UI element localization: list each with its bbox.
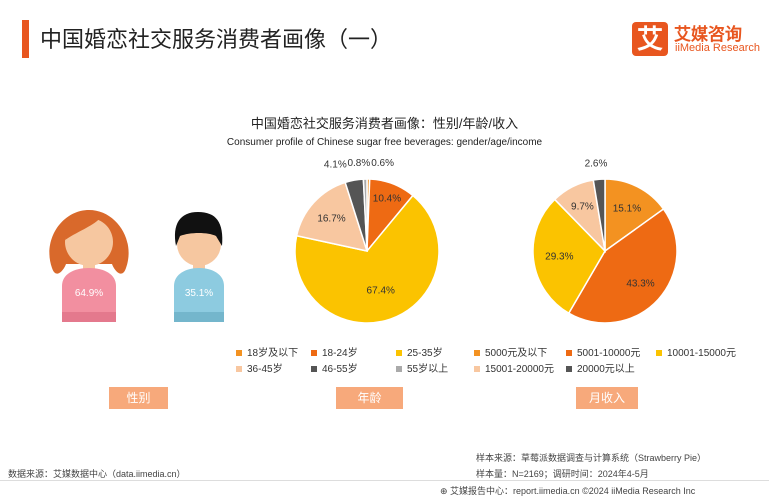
- footer-copyright: 艾媒报告中心：report.iimedia.cn ©2024 iiMedia R…: [450, 486, 696, 496]
- pie-slice: [362, 178, 368, 252]
- legend-item: 18岁及以下: [236, 344, 298, 359]
- legend-swatch: [396, 366, 402, 373]
- legend-item: 25-35岁: [396, 344, 443, 359]
- pie-slice-label: 0.6%: [371, 158, 394, 169]
- legend-label: 36-45岁: [247, 364, 283, 375]
- legend-swatch: [474, 350, 480, 357]
- pie-slice: [592, 178, 606, 252]
- legend-swatch: [474, 366, 480, 373]
- pie-slice: [604, 178, 665, 253]
- pie-slice: [532, 198, 606, 315]
- pie-slice-label: 4.1%: [324, 159, 347, 170]
- pie-slice-label: 9.7%: [571, 201, 594, 212]
- data-source: 数据来源：艾媒数据中心（data.iimedia.cn）: [8, 469, 186, 479]
- pie-slice-label: 43.3%: [626, 278, 654, 289]
- age-tag: 年龄: [336, 387, 403, 409]
- legend-item: 55岁以上: [396, 360, 448, 375]
- legend-item: 10001-15000元: [656, 344, 736, 359]
- legend-swatch: [311, 350, 317, 357]
- legend-swatch: [236, 366, 242, 373]
- pie-slice: [295, 181, 369, 253]
- legend-swatch: [656, 350, 662, 357]
- female-figure-icon: [49, 210, 129, 322]
- pie-slice: [567, 207, 678, 324]
- brand-name-en: iiMedia Research: [675, 42, 760, 54]
- legend-swatch: [311, 366, 317, 373]
- legend-item: 46-55岁: [311, 360, 358, 375]
- pie-slice-label: 2.6%: [585, 158, 608, 169]
- pie-slice-label: 29.3%: [545, 252, 573, 263]
- sample-source: 样本来源：草莓派数据调查与计算系统（Strawberry Pie）: [476, 453, 707, 463]
- legend-item: 5001-10000元: [566, 344, 640, 359]
- legend-label: 55岁以上: [407, 364, 449, 375]
- legend-item: 20000元以上: [566, 360, 635, 375]
- pie-slice-label: 16.7%: [317, 214, 345, 225]
- title-accent-bar: [22, 20, 29, 58]
- legend-label: 18岁及以下: [247, 348, 299, 359]
- brand-logo-icon: 艾: [632, 22, 668, 56]
- male-pct-label: 35.1%: [185, 288, 213, 299]
- legend-label: 15001-20000元: [485, 364, 554, 375]
- legend-swatch: [396, 350, 402, 357]
- page-title: 中国婚恋社交服务消费者画像（一）: [40, 27, 393, 52]
- legend-swatch: [566, 366, 572, 373]
- sample-info: 样本量：N=2169；调研时间：2024年4-5月: [476, 469, 649, 479]
- chart-subtitle: Consumer profile of Chinese sugar free b…: [226, 137, 543, 148]
- legend-label: 18-24岁: [322, 348, 358, 359]
- legend-item: 15001-20000元: [474, 360, 554, 375]
- legend-item: 5000元及以下: [474, 344, 547, 359]
- pie-slice-label: 15.1%: [613, 203, 641, 214]
- legend-item: 36-45岁: [236, 360, 283, 375]
- legend-swatch: [236, 350, 242, 357]
- income-tag: 月收入: [576, 387, 638, 409]
- pie-slice: [294, 194, 440, 324]
- pie-slice-label: 67.4%: [367, 286, 395, 297]
- age-pie-chart: 0.6% 10.4% 67.4% 16.7% 4.1% 0.8%: [282, 158, 452, 336]
- chart-title: 中国婚恋社交服务消费者画像：性别/年龄/收入: [250, 116, 519, 131]
- pie-slice-label: 10.4%: [373, 194, 401, 205]
- report-center-link[interactable]: ⊕ 艾媒报告中心：report.iimedia.cn ©2024 iiMedia…: [440, 484, 695, 497]
- pie-slice-label: 0.8%: [347, 158, 370, 169]
- income-legend: 5000元及以下 5001-10000元 10001-15000元 15001-200…: [474, 344, 764, 380]
- legend-label: 10001-15000元: [667, 348, 736, 359]
- legend-label: 5001-10000元: [577, 348, 641, 359]
- gender-figures: 64.9% 35.1%: [49, 210, 224, 322]
- male-figure-icon: [174, 212, 224, 322]
- gender-tag: 性别: [109, 387, 168, 409]
- legend-label: 20000元以上: [577, 364, 635, 375]
- age-legend: 18岁及以下 18-24岁 25-35岁 36-45岁 46-55岁 55岁以上: [236, 344, 466, 380]
- legend-label: 25-35岁: [407, 348, 443, 359]
- globe-icon: ⊕: [440, 486, 451, 496]
- footer-divider: [0, 480, 769, 481]
- female-pct-label: 64.9%: [75, 288, 103, 299]
- brand-name-cn: 艾媒咨询: [674, 25, 742, 44]
- legend-label: 46-55岁: [322, 364, 358, 375]
- legend-label: 5000元及以下: [485, 348, 548, 359]
- legend-item: 18-24岁: [311, 344, 358, 359]
- legend-swatch: [566, 350, 572, 357]
- income-pie-chart: 15.1% 43.3% 29.3% 9.7% 2.6%: [520, 158, 690, 336]
